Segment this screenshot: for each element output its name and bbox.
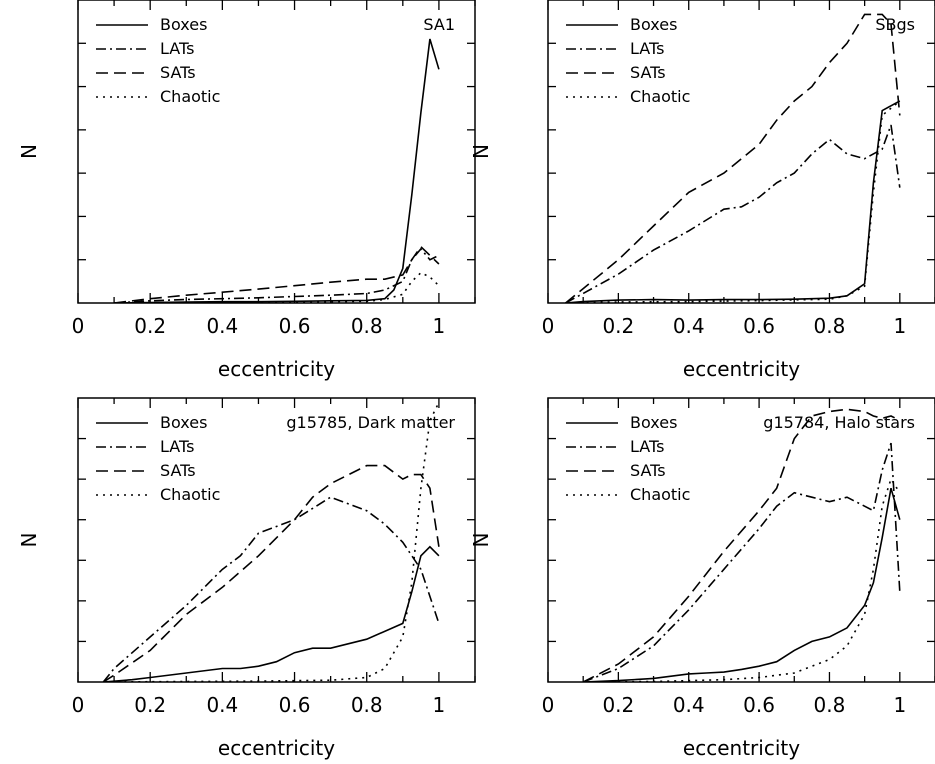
y-axis-label: N (17, 533, 41, 548)
legend-label-chaotic: Chaotic (630, 485, 690, 504)
x-tick-label: 0.2 (134, 314, 166, 338)
x-tick-label: 0.8 (351, 693, 383, 717)
x-tick-label: 0 (542, 314, 555, 338)
series-line-sats (565, 13, 901, 303)
series-line-chaotic (583, 477, 901, 682)
panel-title: SBgs (875, 15, 915, 34)
series-line-lats (582, 442, 901, 682)
x-axis-label: eccentricity (683, 357, 800, 381)
x-tick-label: 1 (433, 314, 446, 338)
chart-panel-4: 0 0.2 0.4 0.6 0.8 1 eccentricity N Boxes LATs SATs… (469, 397, 935, 760)
legend-label-chaotic: Chaotic (630, 87, 690, 106)
series-line-sats (582, 408, 901, 682)
legend-label-lats: LATs (630, 437, 664, 456)
panel-title: SA1 (423, 15, 455, 34)
y-axis-label: N (469, 144, 493, 159)
legend-label-boxes: Boxes (160, 15, 207, 34)
series-line-chaotic (565, 100, 901, 303)
legend-label-chaotic: Chaotic (160, 87, 220, 106)
x-tick-label: 0 (72, 314, 85, 338)
series-line-boxes (583, 487, 901, 682)
series-line-lats (102, 496, 440, 682)
x-tick-label: 1 (433, 693, 446, 717)
x-tick-label: 0.8 (814, 693, 846, 717)
x-tick-label: 0.6 (743, 693, 775, 717)
plot-frame (547, 397, 935, 683)
x-tick-label: 1 (893, 314, 906, 338)
series-line-chaotic (114, 271, 440, 303)
x-axis-label: eccentricity (218, 736, 335, 760)
x-tick-label: 0.4 (673, 314, 705, 338)
series-line-boxes (103, 545, 440, 682)
x-tick-label: 0.4 (206, 693, 238, 717)
x-tick-label: 0.4 (206, 314, 238, 338)
x-axis-label: eccentricity (218, 357, 335, 381)
x-tick-label: 0.6 (279, 693, 311, 717)
legend-label-lats: LATs (630, 39, 664, 58)
legend-label-boxes: Boxes (630, 413, 677, 432)
plot-frame (547, 0, 935, 304)
chart-panel-3: 0 0.2 0.4 0.6 0.8 1 eccentricity N Boxes LATs SATs… (17, 397, 476, 760)
plot-frame (77, 0, 476, 304)
chart-panel-2: 0 0.2 0.4 0.6 0.8 1 eccentricity N Boxes LATs SATs… (469, 0, 935, 381)
legend-label-lats: LATs (160, 437, 194, 456)
x-tick-label: 0.4 (673, 693, 705, 717)
series-line-lats (565, 124, 901, 303)
x-tick-label: 0.2 (602, 314, 634, 338)
x-tick-label: 0 (72, 693, 85, 717)
series-line-boxes (565, 100, 901, 303)
x-tick-label: 0.6 (743, 314, 775, 338)
y-axis-label: N (469, 533, 493, 548)
plot-frame (77, 397, 476, 683)
legend-label-chaotic: Chaotic (160, 485, 220, 504)
panel-title: g15784, Halo stars (763, 413, 915, 432)
x-tick-label: 0.2 (134, 693, 166, 717)
chart-panel-1: 0 0.2 0.4 0.6 0.8 1 eccentricity N Boxes LATs SATs… (17, 0, 476, 381)
x-tick-label: 0.8 (351, 314, 383, 338)
series-line-sats (114, 245, 440, 303)
y-axis-label: N (17, 144, 41, 159)
legend-label-lats: LATs (160, 39, 194, 58)
x-tick-label: 0 (542, 693, 555, 717)
series-line-sats (102, 464, 440, 682)
x-axis-label: eccentricity (683, 736, 800, 760)
legend-label-sats: SATs (160, 461, 196, 480)
x-tick-label: 0.6 (279, 314, 311, 338)
series-line-lats (114, 247, 440, 303)
x-tick-label: 1 (893, 693, 906, 717)
panel-title: g15785, Dark matter (286, 413, 455, 432)
legend-label-sats: SATs (630, 63, 666, 82)
legend-label-sats: SATs (160, 63, 196, 82)
x-tick-label: 0.8 (814, 314, 846, 338)
x-tick-label: 0.2 (602, 693, 634, 717)
legend-label-boxes: Boxes (630, 15, 677, 34)
legend-label-boxes: Boxes (160, 413, 207, 432)
legend-label-sats: SATs (630, 461, 666, 480)
